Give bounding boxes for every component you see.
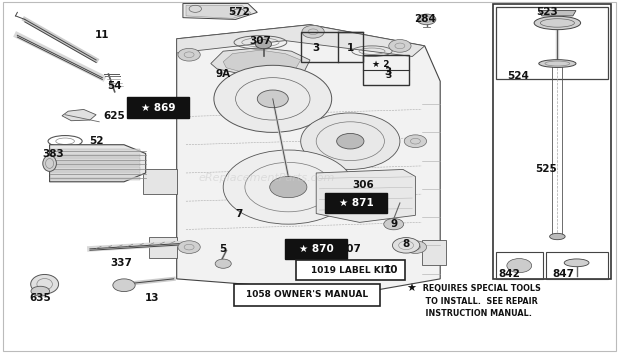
Text: ★ 871: ★ 871 [339, 198, 374, 208]
Text: eReplacementParts.com: eReplacementParts.com [198, 173, 335, 183]
Polygon shape [50, 163, 140, 166]
Text: ★ 870: ★ 870 [299, 244, 334, 254]
Circle shape [301, 113, 400, 169]
Text: 337: 337 [110, 258, 132, 268]
Polygon shape [143, 169, 177, 194]
Circle shape [257, 90, 288, 108]
Bar [496, 7, 608, 79]
Circle shape [223, 150, 353, 224]
Text: 635: 635 [29, 293, 51, 303]
Text: 525: 525 [534, 164, 557, 174]
Circle shape [270, 176, 307, 198]
Ellipse shape [534, 16, 580, 30]
Text: 3: 3 [385, 71, 391, 80]
Text: 383: 383 [42, 149, 64, 158]
Bar [127, 97, 189, 118]
Text: 10: 10 [383, 265, 398, 275]
Polygon shape [149, 237, 177, 258]
Polygon shape [50, 172, 140, 175]
Circle shape [392, 238, 420, 253]
Polygon shape [422, 240, 446, 265]
Text: 3: 3 [384, 67, 391, 77]
Bar [285, 239, 347, 259]
Text: 52: 52 [89, 136, 104, 146]
Circle shape [404, 241, 427, 253]
Polygon shape [539, 11, 576, 16]
Bar [493, 4, 611, 279]
Circle shape [113, 279, 135, 292]
Polygon shape [50, 149, 140, 152]
Circle shape [404, 135, 427, 148]
Ellipse shape [539, 60, 576, 67]
Polygon shape [50, 154, 140, 157]
Text: 5: 5 [219, 244, 227, 254]
Text: 847: 847 [552, 269, 574, 279]
Text: ★: ★ [406, 284, 416, 294]
Bar [326, 193, 388, 213]
Text: REQUIRES SPECIAL TOOLS
  TO INSTALL.  SEE REPAIR
  INSTRUCTION MANUAL.: REQUIRES SPECIAL TOOLS TO INSTALL. SEE R… [420, 284, 541, 318]
Circle shape [178, 48, 200, 61]
Ellipse shape [549, 233, 565, 240]
Polygon shape [62, 109, 96, 121]
Polygon shape [177, 25, 425, 56]
Bar [301, 32, 363, 62]
Text: 625: 625 [104, 112, 126, 121]
Polygon shape [223, 50, 301, 73]
Text: 54: 54 [107, 82, 122, 91]
Text: 307: 307 [249, 36, 272, 46]
Text: 284: 284 [414, 14, 436, 24]
Text: 523: 523 [536, 7, 558, 17]
Text: 307: 307 [339, 244, 361, 254]
Text: ★ 2: ★ 2 [371, 60, 389, 69]
Circle shape [337, 133, 364, 149]
Circle shape [384, 219, 404, 230]
Circle shape [178, 241, 200, 253]
Bar [296, 260, 404, 280]
Circle shape [214, 65, 332, 132]
Text: 842: 842 [498, 269, 521, 279]
Circle shape [255, 40, 272, 49]
Text: 8: 8 [402, 239, 410, 249]
Polygon shape [177, 25, 440, 293]
Text: 524: 524 [507, 71, 529, 81]
Text: 9A: 9A [216, 69, 231, 79]
Text: 1058 OWNER'S MANUAL: 1058 OWNER'S MANUAL [246, 290, 368, 299]
Text: ★ 869: ★ 869 [141, 103, 175, 113]
Text: 1019 LABEL KIT: 1019 LABEL KIT [311, 265, 390, 275]
Text: 11: 11 [95, 30, 110, 40]
Ellipse shape [30, 275, 58, 294]
Text: 572: 572 [228, 7, 250, 17]
Polygon shape [186, 5, 251, 18]
Text: 9: 9 [390, 219, 397, 229]
Circle shape [215, 259, 231, 268]
Polygon shape [50, 167, 140, 171]
Polygon shape [211, 48, 310, 76]
Circle shape [417, 14, 436, 25]
Text: 13: 13 [144, 293, 159, 303]
Text: 1: 1 [347, 43, 354, 53]
Bar [496, 252, 542, 279]
Polygon shape [183, 4, 257, 19]
Text: 306: 306 [352, 180, 374, 190]
Circle shape [389, 40, 411, 52]
Polygon shape [316, 169, 415, 222]
Bar [363, 55, 409, 85]
Ellipse shape [564, 259, 589, 267]
Text: 7: 7 [235, 209, 242, 219]
Text: 3: 3 [312, 43, 320, 53]
Ellipse shape [31, 286, 50, 296]
Circle shape [507, 258, 531, 273]
Polygon shape [50, 145, 146, 182]
Bar [234, 284, 379, 306]
Circle shape [302, 25, 324, 38]
Ellipse shape [43, 155, 56, 171]
Polygon shape [50, 176, 140, 180]
Bar [546, 252, 608, 279]
Polygon shape [50, 158, 140, 162]
